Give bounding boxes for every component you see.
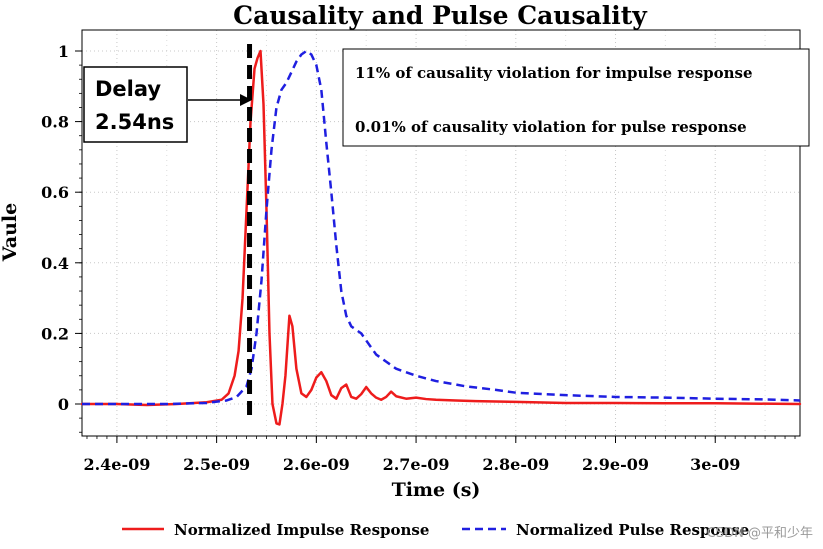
legend-pulse-label: Normalized Pulse Response (516, 521, 749, 539)
y-tick-label: 0.2 (41, 324, 69, 343)
note-pulse: 0.01% of causality violation for pulse r… (355, 118, 747, 136)
y-tick-label: 0.4 (41, 254, 69, 273)
watermark: CSDN @平和少年 (707, 526, 813, 541)
chart-title: Causality and Pulse Causality (233, 1, 648, 30)
note-box (342, 48, 810, 147)
y-tick-label: 0 (58, 395, 69, 414)
legend-impulse-label: Normalized Impulse Response (174, 521, 429, 539)
delay-box (83, 66, 188, 143)
violation-note: 11% of causality violation for impulse r… (342, 48, 810, 147)
delay-arrowhead (240, 94, 252, 106)
delay-label: Delay (95, 77, 161, 101)
x-tick-label: 2.5e-09 (183, 455, 250, 474)
y-tick-label: 0.8 (41, 113, 69, 132)
delay-value: 2.54ns (95, 110, 174, 134)
y-tick-label: 0.6 (41, 183, 69, 202)
x-tick-label: 2.6e-09 (283, 455, 350, 474)
x-tick-label: 2.4e-09 (83, 455, 150, 474)
series-layer (80, 49, 802, 426)
plot-area-frame (81, 29, 801, 437)
x-tick-label: 2.7e-09 (383, 455, 450, 474)
note-impulse: 11% of causality violation for impulse r… (355, 64, 753, 82)
x-tick-label: 2.9e-09 (582, 455, 649, 474)
x-tick-label: 2.8e-09 (482, 455, 549, 474)
delay-callout: Delay 2.54ns (83, 66, 252, 143)
x-tick-label: 3e-09 (690, 455, 740, 474)
pulse-response-line (82, 49, 801, 406)
legend: Normalized Impulse Response Normalized P… (122, 521, 749, 539)
impulse-response-line (80, 49, 802, 426)
x-axis-label: Time (s) (392, 479, 481, 501)
y-tick-label: 1 (58, 42, 69, 61)
y-axis: 0 0.2 0.4 0.6 0.8 1 (41, 42, 82, 433)
y-axis-label: Vaule (0, 203, 21, 262)
x-axis: 2.4e-09 2.5e-09 2.6e-09 2.7e-09 2.8e-09 2.9e-… (83, 436, 796, 474)
